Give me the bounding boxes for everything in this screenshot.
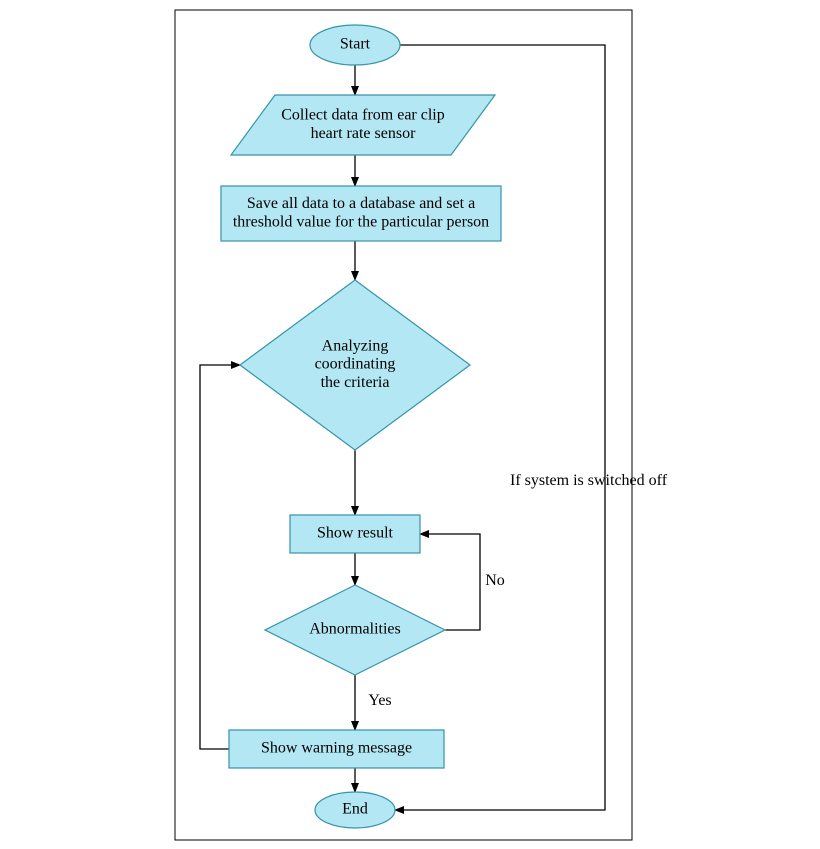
node-collect-label: Collect data from ear clip	[281, 106, 444, 123]
edges-group: Yes No If system is switched off	[200, 45, 668, 810]
node-start: Start	[310, 25, 400, 65]
node-collect: Collect data from ear clip heart rate sen…	[231, 95, 495, 155]
node-warn-label: Show warning message	[261, 740, 412, 757]
edge-label-start-end: If system is switched off	[510, 472, 668, 489]
node-abnorm-label: Abnormalities	[309, 621, 401, 638]
node-analyze-label: Analyzing	[322, 337, 389, 354]
node-save: Save all data to a database and set athr…	[221, 186, 501, 241]
node-end-label: End	[342, 801, 368, 818]
edge-abnorm-show	[420, 534, 480, 630]
flowchart: Yes No If system is switched off Start Colle…	[0, 0, 820, 849]
node-analyze-label: coordinating	[315, 356, 396, 373]
node-analyze: Analyzing coordinatingthe criteria	[240, 280, 470, 450]
node-save-label: threshold value for the particular perso…	[233, 213, 489, 230]
edge-label-abnorm-show: No	[485, 572, 505, 589]
node-warn: Show warning message	[229, 730, 444, 768]
node-collect-label: heart rate sensor	[311, 125, 417, 142]
node-show-label: Show result	[317, 525, 394, 542]
node-analyze-label: the criteria	[321, 374, 390, 391]
node-end: End	[315, 792, 395, 828]
edge-warn-analyze	[200, 365, 240, 749]
node-abnorm: Abnormalities	[265, 585, 445, 675]
node-save-label: Save all data to a database and set a	[247, 195, 475, 212]
node-start-label: Start	[340, 36, 371, 53]
nodes-group: Start Collect data from ear clip heart rat…	[221, 25, 501, 828]
edge-start-end	[395, 45, 605, 810]
edge-label-abnorm-warn: Yes	[368, 692, 391, 709]
node-show: Show result	[290, 515, 420, 553]
